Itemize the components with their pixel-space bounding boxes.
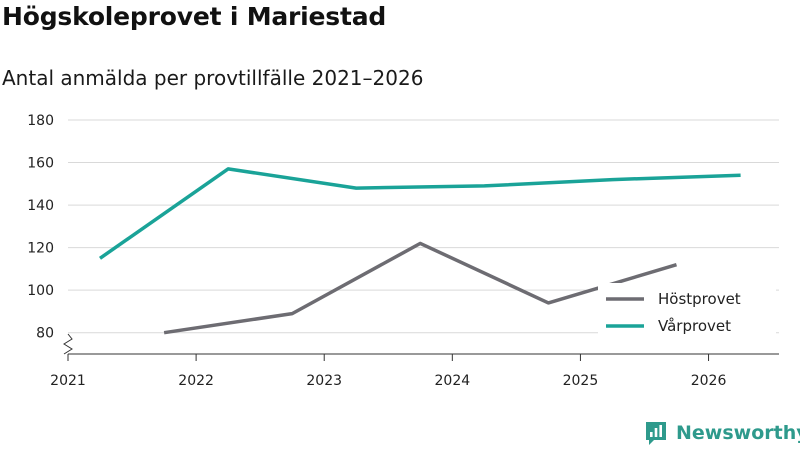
- x-tick-label-2023: 2023: [306, 373, 342, 389]
- legend: Höstprovet Vårprovet: [598, 283, 776, 341]
- x-tick-label-2021: 2021: [50, 373, 86, 389]
- y-tick-label-80: 80: [36, 326, 54, 342]
- x-axis: 2021 2022 2023 2024 2025 2026: [50, 353, 779, 389]
- y-tick-label-180: 180: [27, 113, 54, 129]
- series-line-2: [98, 167, 741, 260]
- y-tick-label-160: 160: [27, 156, 54, 172]
- series-lines: [98, 167, 741, 335]
- y-tick-label-100: 100: [27, 283, 54, 299]
- y-tick-label-140: 140: [27, 198, 54, 214]
- x-tick-label-2022: 2022: [178, 373, 214, 389]
- x-tick-label-2026: 2026: [691, 373, 727, 389]
- legend-background: [598, 283, 776, 341]
- y-tick-label-120: 120: [27, 241, 54, 257]
- chart-subtitle: Antal anmälda per provtillfälle 2021–202…: [2, 66, 424, 90]
- x-tick-label-2025: 2025: [563, 373, 599, 389]
- series-line-1: [163, 241, 678, 335]
- axis-break-marker: [63, 333, 73, 355]
- x-tick-label-2024: 2024: [435, 373, 471, 389]
- grid-lines: [68, 119, 779, 334]
- legend-label-2: Vårprovet: [658, 317, 731, 335]
- logo-text: Newsworthy: [676, 422, 800, 444]
- newsworthy-logo-icon: [646, 422, 666, 445]
- newsworthy-logo: Newsworthy: [644, 420, 800, 446]
- chart-title: Högskoleprovet i Mariestad: [2, 2, 387, 31]
- legend-label-1: Höstprovet: [658, 290, 741, 308]
- y-axis: 80 100 120 140 160 180: [27, 113, 73, 355]
